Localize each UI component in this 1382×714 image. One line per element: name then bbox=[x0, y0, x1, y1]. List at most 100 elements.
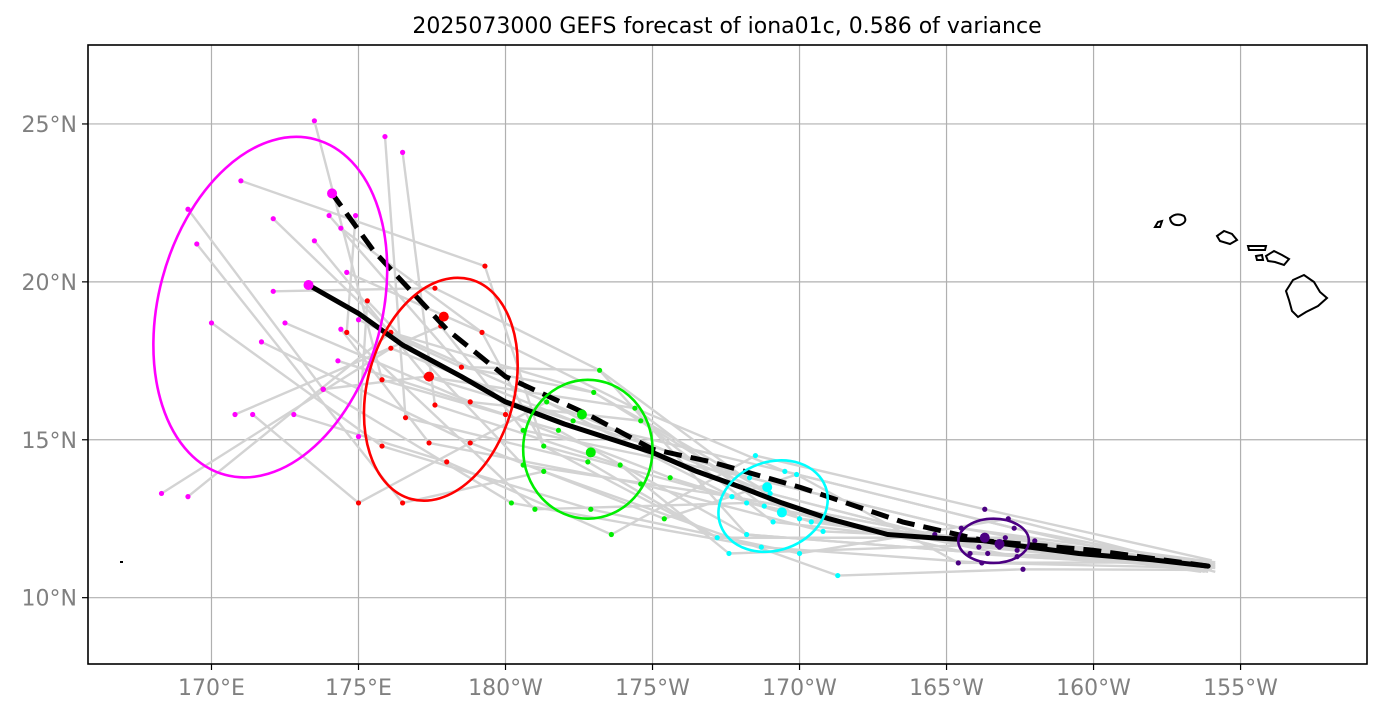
mean-position-day-2 bbox=[776, 507, 787, 518]
member-position-day-2 bbox=[767, 490, 773, 497]
member-position-day-3 bbox=[585, 459, 591, 465]
y-tick-label: 20°N bbox=[22, 271, 77, 296]
member-position-day-3 bbox=[591, 389, 597, 395]
member-position-day-3 bbox=[608, 531, 614, 538]
chart-title: 2025073000 GEFS forecast of iona01c, 0.5… bbox=[412, 14, 1041, 39]
ensemble-member-positions bbox=[158, 118, 1038, 579]
ensemble-tracks bbox=[160, 120, 1216, 577]
x-tick-label: 155°W bbox=[1203, 676, 1278, 701]
x-tick-label: 175°E bbox=[325, 676, 392, 701]
member-position-day-2 bbox=[752, 452, 759, 459]
member-position-day-5 bbox=[311, 238, 317, 244]
member-position-day-3 bbox=[541, 443, 547, 449]
island-oahu bbox=[1215, 229, 1239, 246]
member-position-day-5 bbox=[208, 320, 215, 326]
member-position-day-2 bbox=[796, 516, 803, 522]
member-position-day-3 bbox=[632, 405, 638, 411]
member-position-day-3 bbox=[541, 468, 547, 474]
member-position-day-5 bbox=[382, 133, 388, 140]
member-position-day-1 bbox=[1014, 547, 1020, 553]
y-tick-label: 25°N bbox=[22, 113, 77, 138]
mean-position-day-4 bbox=[424, 371, 435, 382]
member-position-day-3 bbox=[508, 500, 514, 506]
member-position-day-1 bbox=[976, 544, 982, 550]
x-tick-label: 180°W bbox=[468, 676, 543, 701]
island-kauai bbox=[1168, 213, 1187, 227]
member-position-day-4 bbox=[458, 364, 465, 370]
member-position-day-1 bbox=[1032, 538, 1038, 544]
member-position-day-1 bbox=[1020, 566, 1026, 572]
member-position-day-5 bbox=[270, 216, 276, 222]
member-position-day-4 bbox=[426, 440, 432, 446]
member-position-day-4 bbox=[379, 377, 385, 383]
member-position-day-2 bbox=[744, 531, 750, 538]
member-position-day-5 bbox=[335, 358, 341, 364]
member-position-day-5 bbox=[344, 269, 350, 275]
member-position-day-5 bbox=[352, 212, 359, 219]
member-position-day-3 bbox=[638, 418, 644, 424]
member-position-day-2 bbox=[782, 468, 788, 474]
member-position-day-4 bbox=[388, 345, 394, 351]
member-position-day-2 bbox=[758, 544, 764, 550]
member-position-day-3 bbox=[617, 462, 623, 468]
member-position-day-5 bbox=[258, 339, 265, 345]
uncertainty-ellipse-day-5 bbox=[152, 135, 389, 479]
dashed-track-position-day-2 bbox=[762, 482, 773, 493]
member-position-day-5 bbox=[238, 178, 244, 184]
member-position-day-4 bbox=[467, 399, 473, 405]
member-position-day-4 bbox=[444, 459, 450, 465]
uncertainty-ellipse-day-3 bbox=[521, 378, 654, 521]
member-position-day-4 bbox=[400, 500, 406, 506]
member-position-day-4 bbox=[502, 411, 509, 418]
member-position-day-4 bbox=[344, 329, 350, 335]
member-position-day-5 bbox=[232, 411, 238, 418]
member-position-day-3 bbox=[532, 506, 538, 512]
member-position-day-2 bbox=[808, 519, 814, 525]
member-position-day-4 bbox=[432, 285, 438, 291]
member-position-day-4 bbox=[467, 440, 473, 446]
member-position-day-5 bbox=[355, 434, 362, 440]
ensemble-track bbox=[337, 359, 1202, 568]
member-position-day-4 bbox=[364, 298, 370, 304]
member-position-day-5 bbox=[282, 320, 288, 326]
member-position-day-5 bbox=[311, 118, 317, 124]
island-niihau bbox=[1153, 219, 1164, 228]
member-position-day-5 bbox=[270, 288, 276, 294]
x-tick-label: 175°W bbox=[615, 676, 690, 701]
x-tick-label: 165°W bbox=[909, 676, 984, 701]
member-position-day-3 bbox=[570, 418, 576, 424]
member-position-day-3 bbox=[597, 367, 603, 373]
member-position-day-2 bbox=[729, 494, 735, 500]
member-position-day-2 bbox=[744, 500, 750, 506]
y-tick-label: 10°N bbox=[22, 587, 77, 612]
island-lanai bbox=[1254, 253, 1265, 261]
member-position-day-2 bbox=[714, 535, 720, 541]
member-position-day-3 bbox=[661, 516, 667, 522]
member-position-day-4 bbox=[355, 500, 362, 506]
member-position-day-4 bbox=[482, 263, 488, 269]
y-tick-label: 15°N bbox=[22, 429, 77, 454]
member-position-day-5 bbox=[320, 386, 326, 392]
member-position-day-3 bbox=[588, 506, 594, 512]
ensemble-track bbox=[187, 208, 1205, 570]
member-position-day-5 bbox=[400, 149, 406, 155]
dashed-track-position-day-5 bbox=[327, 188, 338, 199]
member-position-day-1 bbox=[967, 550, 973, 557]
member-position-day-4 bbox=[379, 443, 385, 449]
plot-frame bbox=[87, 44, 1368, 665]
member-position-day-5 bbox=[338, 326, 344, 332]
member-position-day-1 bbox=[982, 506, 988, 512]
member-position-day-2 bbox=[820, 528, 826, 534]
member-position-day-2 bbox=[761, 503, 767, 509]
member-position-day-1 bbox=[1011, 525, 1017, 531]
member-position-day-5 bbox=[355, 317, 362, 323]
island-maui bbox=[1264, 249, 1291, 267]
ensemble-track bbox=[210, 321, 1216, 573]
graticule bbox=[88, 45, 1367, 664]
x-tick-label: 160°W bbox=[1056, 676, 1131, 701]
member-position-day-2 bbox=[796, 550, 803, 557]
dashed-track-position-day-3 bbox=[576, 409, 587, 420]
x-tick-label: 170°W bbox=[762, 676, 837, 701]
member-position-day-4 bbox=[479, 329, 485, 335]
island-molokai bbox=[1246, 245, 1268, 251]
